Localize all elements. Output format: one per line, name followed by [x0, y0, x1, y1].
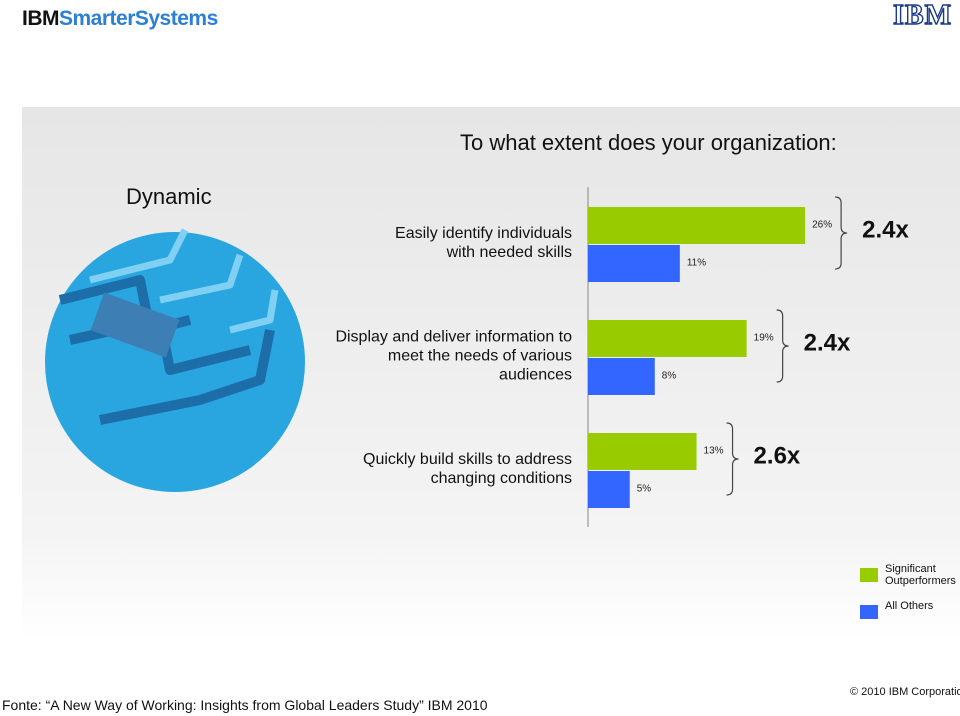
value-label: 19%: [754, 333, 774, 344]
brand-name: SmarterSystems: [59, 7, 218, 30]
illustration-arrows: [89, 228, 279, 334]
multiplier: 2.4x: [804, 329, 851, 356]
bar: [588, 207, 806, 244]
subtitle: Dynamic: [126, 184, 212, 209]
category-label: Display and deliver information to meet …: [335, 328, 572, 384]
bar: [588, 320, 747, 357]
legend-label: Significant Outperformers: [885, 563, 956, 587]
value-label: 13%: [704, 446, 724, 457]
ibm-logo: IBM: [892, 0, 952, 32]
category-label: Quickly build skills to address changing…: [363, 451, 572, 487]
brand: IBMSmarterSystems: [22, 7, 218, 31]
copyright: © 2010 IBM Corporation: [850, 686, 960, 698]
bar: [588, 471, 630, 508]
value-label: 11%: [687, 258, 706, 269]
brace: [835, 196, 848, 270]
category-label: Easily identify individuals with needed …: [395, 225, 572, 261]
multiplier: 2.4x: [862, 216, 909, 243]
value-label: 5%: [637, 484, 652, 495]
illustration-wall: [90, 292, 180, 358]
bar: [588, 358, 655, 395]
value-label: 8%: [662, 371, 677, 382]
legend-swatch: [860, 605, 878, 619]
brand-bold: IBM: [22, 7, 60, 30]
brace: [726, 422, 739, 496]
legend-label: All Others: [885, 600, 934, 612]
legend-swatch: [860, 568, 878, 582]
source: Fonte: “A New Way of Working: Insights f…: [2, 697, 488, 713]
brace: [776, 309, 789, 383]
multiplier: 2.6x: [754, 442, 801, 469]
illustration: [45, 228, 305, 492]
bar: [588, 433, 697, 470]
chart-title: To what extent does your organization:: [460, 130, 837, 155]
value-label: 26%: [812, 220, 832, 231]
bar: [588, 245, 680, 282]
